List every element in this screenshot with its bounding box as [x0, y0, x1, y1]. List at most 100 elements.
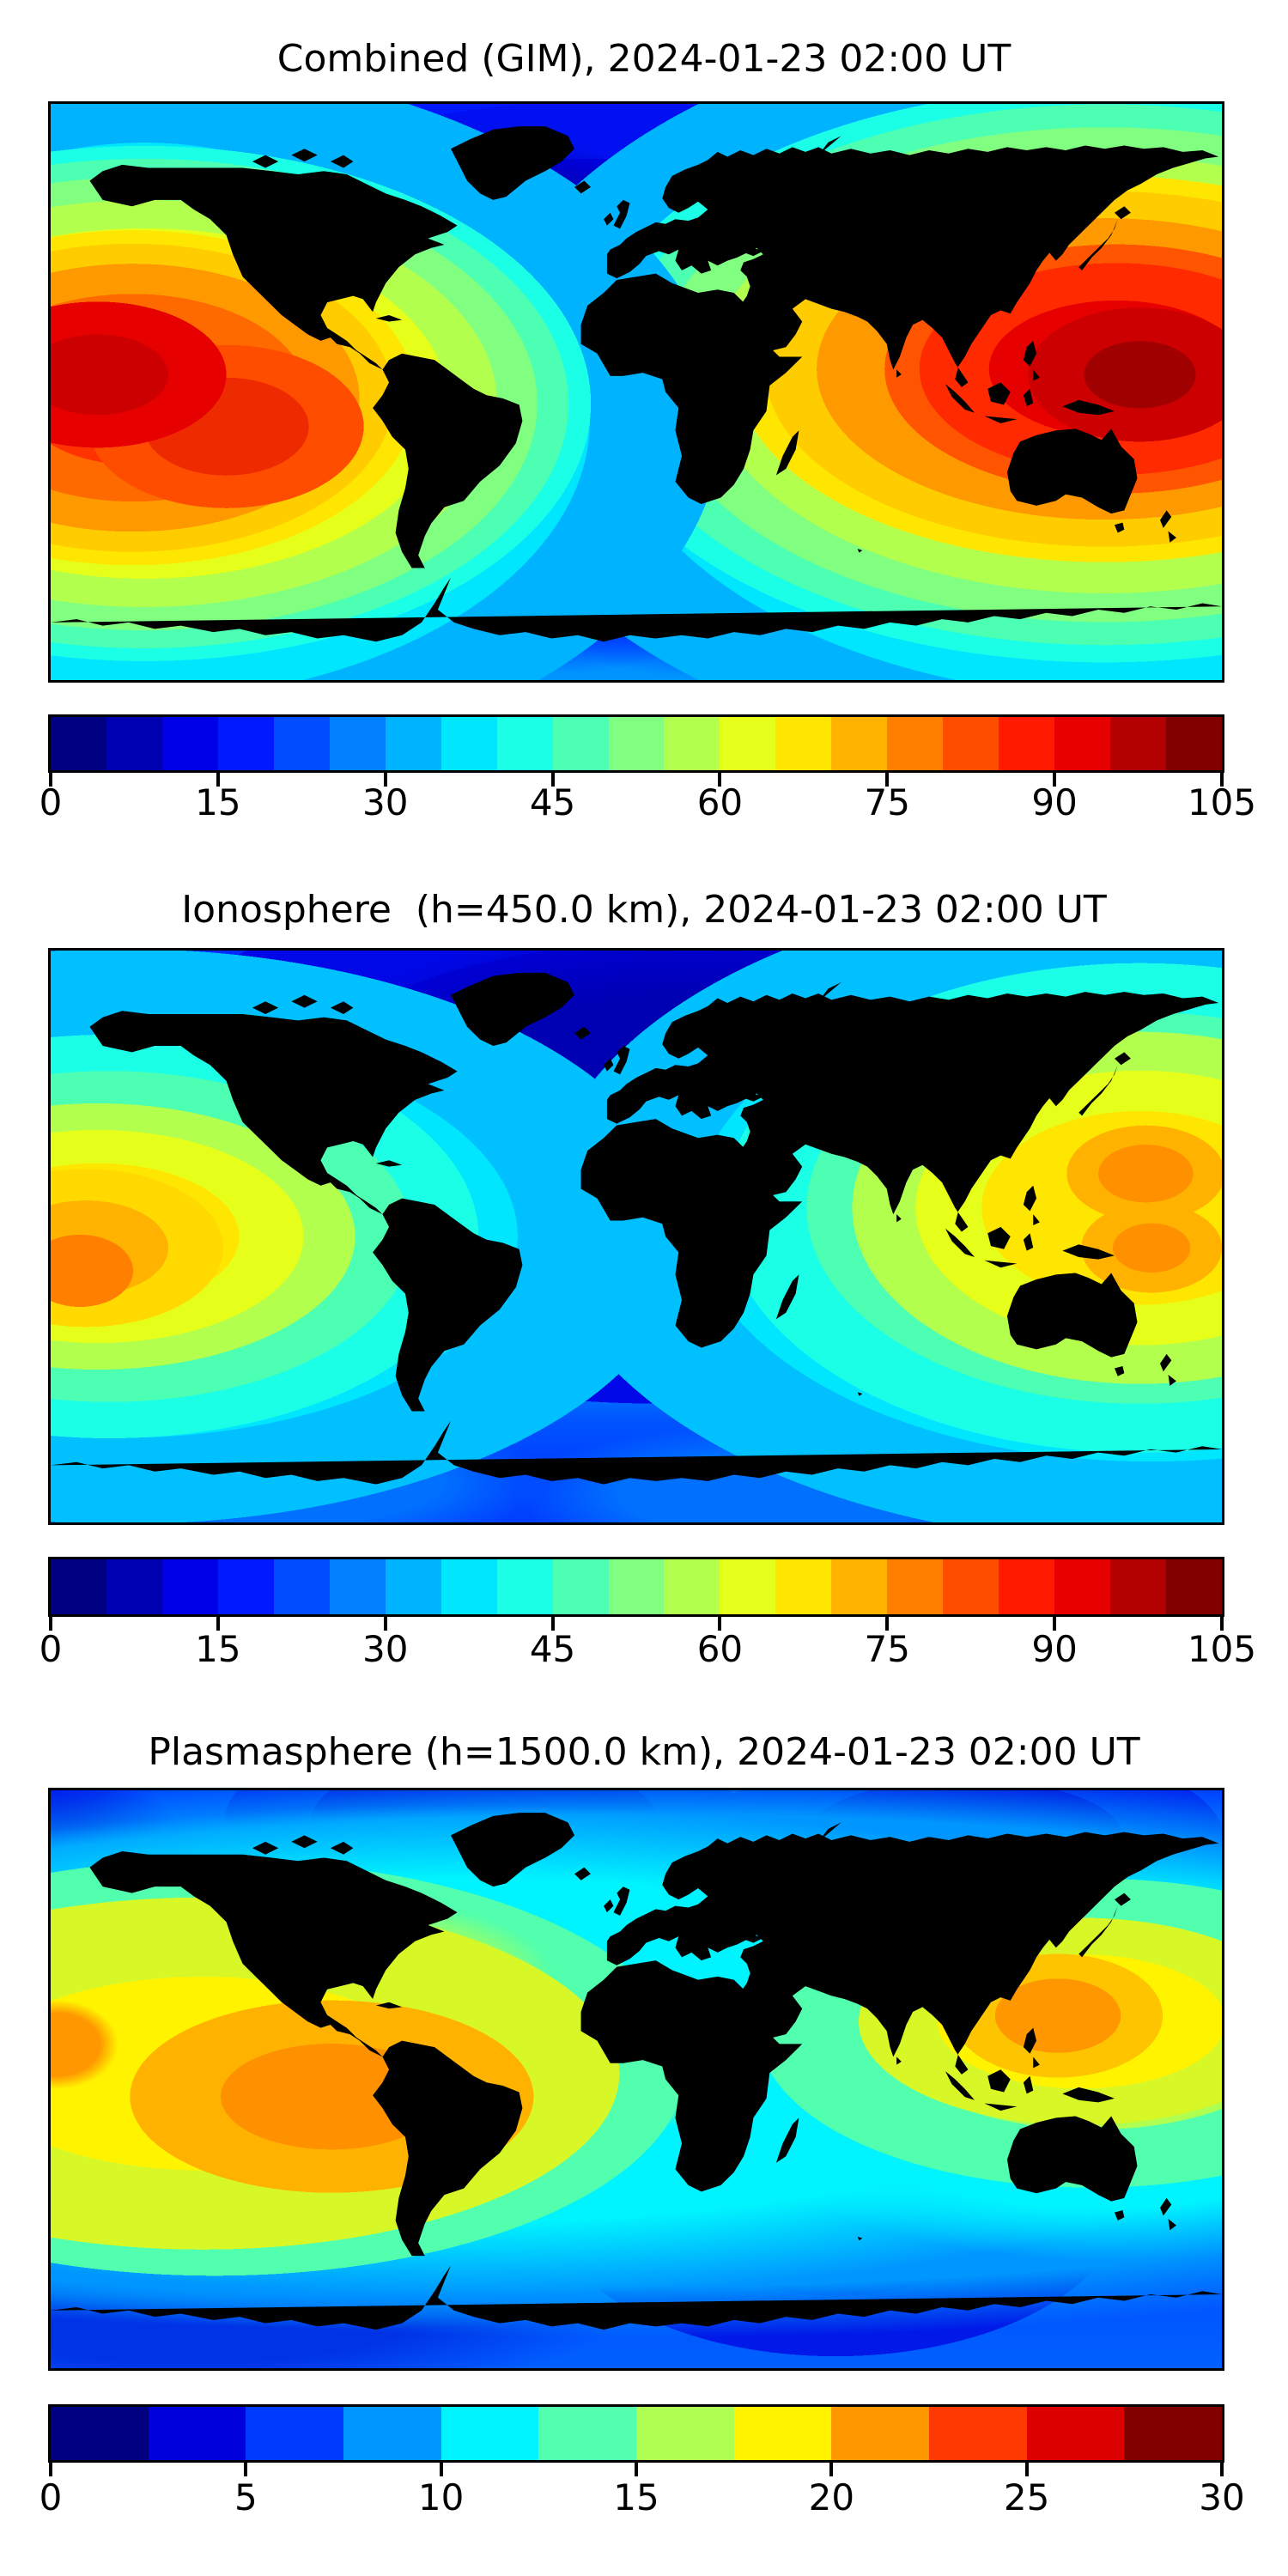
- colorbar-segment: [831, 1559, 888, 1614]
- tick-mark: [1220, 1617, 1224, 1631]
- tick-label: 10: [417, 2476, 465, 2518]
- tick-mark: [439, 2463, 443, 2476]
- tick-label: 30: [361, 781, 409, 823]
- coastline-overlay: [51, 1813, 1222, 2330]
- colorbar-segment: [636, 2407, 734, 2460]
- panel2-colorbar-ticks: [49, 1617, 1224, 1631]
- colorbar-segment: [329, 717, 386, 770]
- colorbar-segment: [496, 717, 553, 770]
- colorbar-segment: [106, 1559, 162, 1614]
- colorbar-segment: [608, 717, 665, 770]
- panel2-colorbar: [48, 1557, 1224, 1617]
- tick-label: 0: [39, 2476, 63, 2518]
- tick-label: 20: [808, 2476, 855, 2518]
- tick-mark: [829, 2463, 834, 2476]
- tick-label: 30: [361, 1628, 409, 1670]
- tick-mark: [49, 2463, 52, 2476]
- colorbar-segment: [496, 1559, 553, 1614]
- tick-label: 60: [696, 1628, 744, 1670]
- colorbar-segment: [831, 2407, 930, 2460]
- tick-mark: [1220, 2463, 1224, 2476]
- tick-mark: [1220, 773, 1224, 787]
- colorbar-segment: [440, 2407, 539, 2460]
- panel3-title: Plasmasphere (h=1500.0 km), 2024-01-23 0…: [148, 1730, 1140, 1774]
- colorbar-segment: [887, 1559, 944, 1614]
- tick-mark: [1053, 1617, 1057, 1631]
- panel2-map-ionosphere: [48, 948, 1224, 1525]
- tick-mark: [718, 1617, 722, 1631]
- colorbar-segment: [440, 1559, 497, 1614]
- tick-label: 15: [195, 781, 241, 823]
- coastline-overlay: [51, 126, 1222, 642]
- tick-mark: [885, 1617, 890, 1631]
- colorbar-segment: [1124, 2407, 1223, 2460]
- tick-label: 105: [1187, 781, 1257, 823]
- colorbar-segment: [720, 717, 776, 770]
- colorbar-segment: [999, 717, 1055, 770]
- tick-label: 25: [1003, 2476, 1050, 2518]
- colorbar-segment: [664, 1559, 720, 1614]
- panel3-colorbar-tick-labels: 0 5 10 15 20 25 30: [39, 2476, 1245, 2518]
- tick-label: 0: [39, 781, 63, 823]
- tick-mark: [216, 773, 220, 787]
- colorbar-segment: [929, 2407, 1027, 2460]
- tick-mark: [383, 1617, 387, 1631]
- panel1-colorbar-tick-labels: 0 15 30 45 60 75 90 105: [39, 781, 1256, 823]
- tick-label: 105: [1187, 1628, 1257, 1670]
- tick-label: 45: [529, 781, 576, 823]
- colorbar-segment: [1054, 717, 1111, 770]
- colorbar-segment: [552, 1559, 609, 1614]
- colorbar-segment: [664, 717, 720, 770]
- colorbar-segment: [217, 717, 274, 770]
- tick-mark: [1024, 2463, 1029, 2476]
- colorbar-segment: [720, 1559, 776, 1614]
- panel2-title: Ionosphere (h=450.0 km), 2024-01-23 02:0…: [181, 888, 1107, 932]
- colorbar-segment: [887, 717, 944, 770]
- colorbar-segment: [538, 2407, 637, 2460]
- colorbar-segment: [246, 2407, 344, 2460]
- colorbar-segment: [1166, 1559, 1223, 1614]
- colorbar-segment: [161, 717, 218, 770]
- tick-mark: [216, 1617, 220, 1631]
- tick-mark: [550, 1617, 555, 1631]
- tick-mark: [383, 773, 387, 787]
- tick-mark: [718, 773, 722, 787]
- colorbar-segment: [943, 717, 999, 770]
- colorbar-segment: [999, 1559, 1055, 1614]
- colorbar-segment: [775, 1559, 832, 1614]
- colorbar-segment: [217, 1559, 274, 1614]
- panel3-colorbar: [48, 2404, 1224, 2463]
- colorbar-segment: [385, 717, 441, 770]
- colorbar-segment: [51, 1559, 106, 1614]
- tick-mark: [244, 2463, 248, 2476]
- colorbar-segment: [552, 717, 609, 770]
- tick-mark: [49, 773, 52, 787]
- tick-label: 15: [195, 1628, 241, 1670]
- tick-label: 75: [864, 1628, 911, 1670]
- colorbar-segment: [273, 717, 330, 770]
- tick-label: 90: [1031, 1628, 1078, 1670]
- colorbar-segment: [943, 1559, 999, 1614]
- panel3-map-plasmasphere: [48, 1788, 1224, 2371]
- colorbar-segment: [148, 2407, 246, 2460]
- coastline-overlay: [51, 972, 1222, 1485]
- colorbar-segment: [343, 2407, 441, 2460]
- colorbar-segment: [385, 1559, 441, 1614]
- colorbar-segment: [1026, 2407, 1125, 2460]
- tick-label: 0: [39, 1628, 63, 1670]
- tick-label: 60: [696, 781, 744, 823]
- tick-mark: [1053, 773, 1057, 787]
- panel1-map-combined-gim: [48, 101, 1224, 683]
- tick-mark: [550, 773, 555, 787]
- tick-label: 5: [234, 2476, 258, 2518]
- colorbar-segment: [831, 717, 888, 770]
- tick-label: 45: [529, 1628, 576, 1670]
- colorbar-segment: [106, 717, 162, 770]
- colorbar-segment: [1110, 717, 1167, 770]
- colorbar-segment: [51, 717, 106, 770]
- colorbar-segment: [1166, 717, 1223, 770]
- colorbar-segment: [608, 1559, 665, 1614]
- colorbar-segment: [1054, 1559, 1111, 1614]
- tick-label: 30: [1199, 2476, 1245, 2518]
